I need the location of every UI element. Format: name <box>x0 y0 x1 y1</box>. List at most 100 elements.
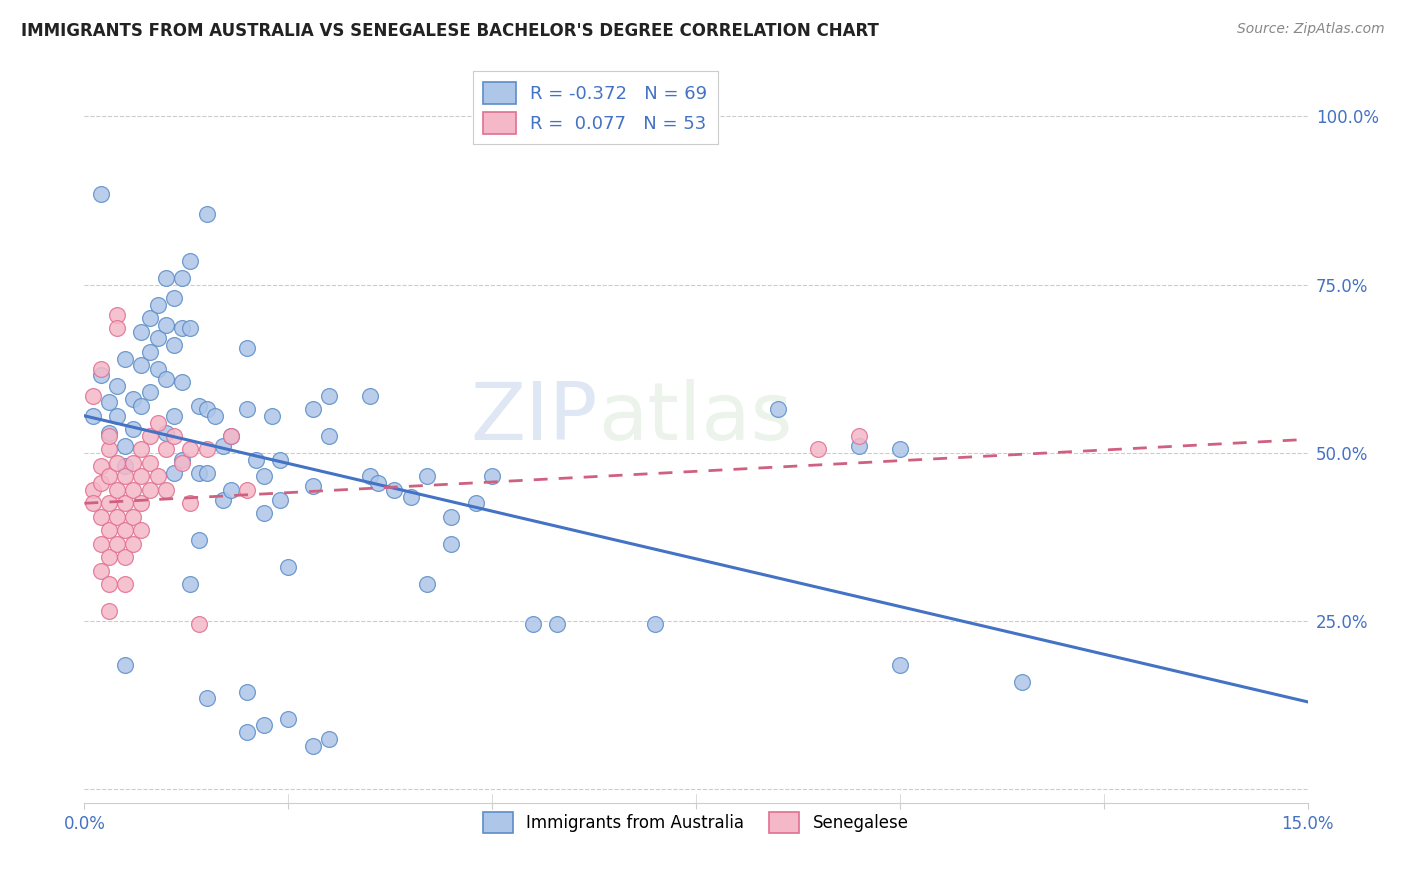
Point <box>90 186 112 201</box>
Point <box>97 604 120 618</box>
Point <box>179 577 201 591</box>
Point <box>807 442 830 457</box>
Point <box>105 509 128 524</box>
Point <box>522 617 544 632</box>
Point <box>848 429 870 443</box>
Point <box>187 533 209 548</box>
Point <box>644 617 666 632</box>
Point <box>163 338 186 352</box>
Point <box>546 617 568 632</box>
Point <box>195 466 218 480</box>
Point <box>138 483 160 497</box>
Point <box>97 429 120 443</box>
Point <box>163 409 186 423</box>
Point <box>82 409 104 423</box>
Point <box>138 311 160 326</box>
Point <box>195 402 218 417</box>
Point <box>318 429 340 443</box>
Point <box>260 409 283 423</box>
Point <box>399 490 422 504</box>
Point <box>204 409 226 423</box>
Point <box>155 318 177 332</box>
Point <box>440 509 463 524</box>
Point <box>187 399 209 413</box>
Point <box>97 550 120 565</box>
Point <box>114 439 136 453</box>
Point <box>155 270 177 285</box>
Text: IMMIGRANTS FROM AUSTRALIA VS SENEGALESE BACHELOR'S DEGREE CORRELATION CHART: IMMIGRANTS FROM AUSTRALIA VS SENEGALESE … <box>21 22 879 40</box>
Point <box>90 564 112 578</box>
Point <box>82 389 104 403</box>
Point <box>301 402 323 417</box>
Point <box>105 308 128 322</box>
Point <box>97 577 120 591</box>
Text: atlas: atlas <box>598 379 793 457</box>
Point <box>122 509 145 524</box>
Point <box>114 459 136 474</box>
Point <box>172 270 194 285</box>
Point <box>131 442 153 457</box>
Point <box>172 375 194 389</box>
Point <box>90 368 112 383</box>
Point <box>114 469 136 483</box>
Point <box>359 469 381 483</box>
Point <box>236 725 259 739</box>
Point <box>179 442 201 457</box>
Point <box>236 342 259 356</box>
Point <box>82 496 104 510</box>
Point <box>105 483 128 497</box>
Text: Source: ZipAtlas.com: Source: ZipAtlas.com <box>1237 22 1385 37</box>
Point <box>131 325 153 339</box>
Point <box>269 492 291 507</box>
Point <box>146 469 169 483</box>
Point <box>163 466 186 480</box>
Point <box>131 359 153 373</box>
Point <box>131 523 153 537</box>
Point <box>82 483 104 497</box>
Point <box>97 496 120 510</box>
Point <box>236 685 259 699</box>
Point <box>212 492 235 507</box>
Point <box>179 321 201 335</box>
Point <box>138 429 160 443</box>
Point <box>440 536 463 550</box>
Point <box>105 456 128 470</box>
Point <box>146 298 169 312</box>
Point <box>122 483 145 497</box>
Point <box>131 469 153 483</box>
Point <box>114 496 136 510</box>
Point <box>122 456 145 470</box>
Point <box>318 731 340 746</box>
Point <box>163 291 186 305</box>
Point <box>277 560 299 574</box>
Point <box>359 389 381 403</box>
Point <box>253 469 276 483</box>
Point <box>219 483 242 497</box>
Point <box>1011 674 1033 689</box>
Point <box>245 452 267 467</box>
Point <box>179 496 201 510</box>
Point <box>253 718 276 732</box>
Point <box>97 425 120 440</box>
Point <box>382 483 405 497</box>
Point <box>114 523 136 537</box>
Point <box>301 739 323 753</box>
Point <box>236 483 259 497</box>
Point <box>155 425 177 440</box>
Point <box>105 378 128 392</box>
Point <box>90 536 112 550</box>
Point <box>416 577 439 591</box>
Point <box>105 536 128 550</box>
Point <box>155 372 177 386</box>
Point <box>416 469 439 483</box>
Point <box>122 392 145 406</box>
Point <box>138 456 160 470</box>
Point <box>172 456 194 470</box>
Point <box>766 402 789 417</box>
Point <box>219 429 242 443</box>
Point <box>114 577 136 591</box>
Point <box>219 429 242 443</box>
Point <box>318 389 340 403</box>
Point <box>114 351 136 366</box>
Point <box>889 442 911 457</box>
